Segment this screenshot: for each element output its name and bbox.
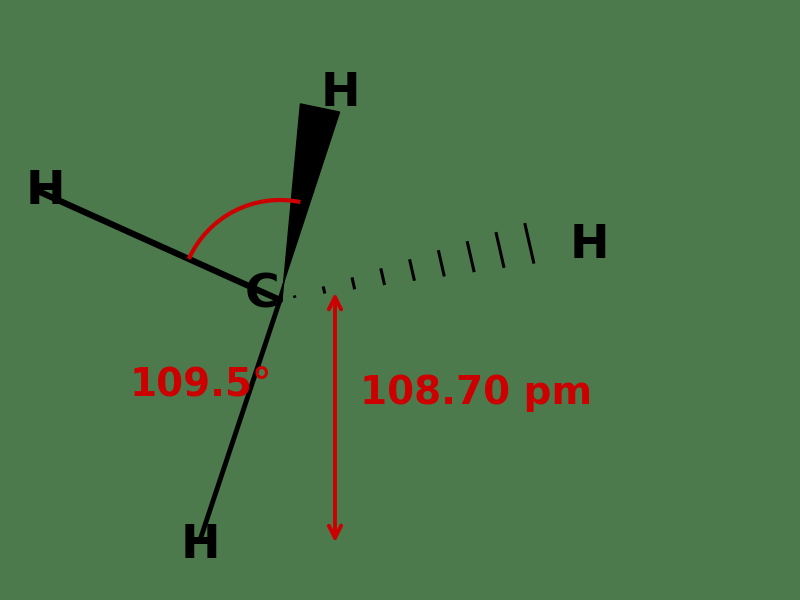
Text: 109.5°: 109.5° [130,366,272,404]
Polygon shape [278,104,339,301]
Text: H: H [180,523,220,568]
Text: 108.70 pm: 108.70 pm [360,373,592,412]
Text: H: H [25,169,65,214]
Text: H: H [569,223,609,268]
Text: C: C [245,272,279,317]
Text: H: H [320,70,360,115]
